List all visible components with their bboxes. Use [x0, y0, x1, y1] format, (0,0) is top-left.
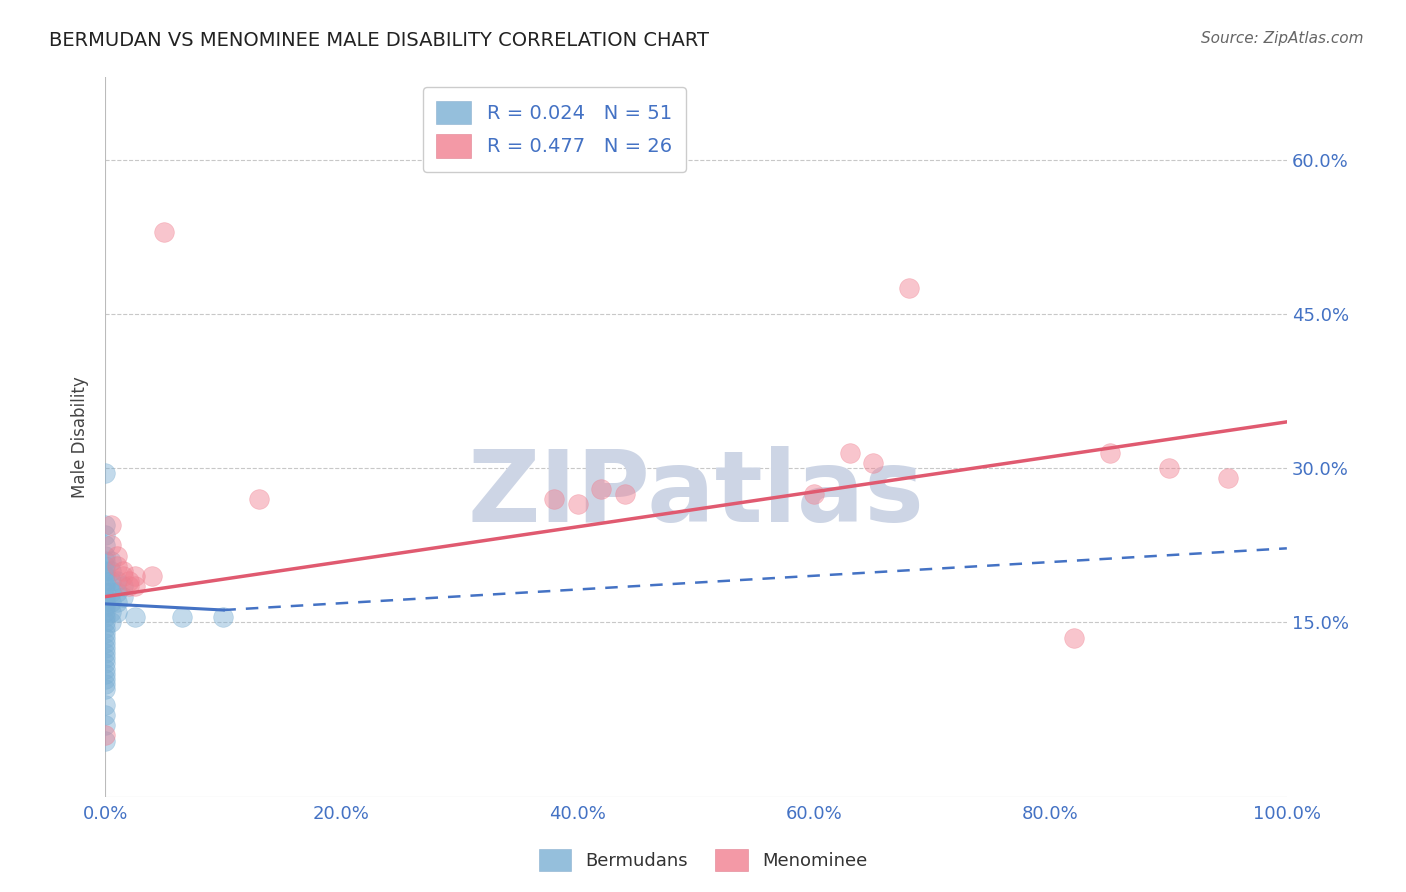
Point [94, 646, 117, 660]
Point [94, 528, 117, 542]
Point [94, 672, 117, 686]
Point [118, 579, 141, 593]
Point [94, 733, 117, 747]
Point [94, 625, 117, 640]
Point [100, 564, 122, 578]
Point [94, 569, 117, 583]
Point [94, 574, 117, 589]
Point [118, 574, 141, 589]
Point [862, 456, 884, 470]
Point [100, 574, 122, 589]
Point [212, 610, 235, 624]
Point [94, 584, 117, 599]
Point [100, 554, 122, 568]
Point [567, 497, 589, 511]
Text: ZIPatlas: ZIPatlas [468, 446, 925, 543]
Point [94, 599, 117, 614]
Point [100, 538, 122, 552]
Point [124, 569, 146, 583]
Point [100, 605, 122, 619]
Point [94, 641, 117, 656]
Text: BERMUDAN VS MENOMINEE MALE DISABILITY CORRELATION CHART: BERMUDAN VS MENOMINEE MALE DISABILITY CO… [49, 31, 709, 50]
Point [100, 517, 122, 532]
Point [100, 595, 122, 609]
Point [838, 446, 860, 460]
Point [94, 677, 117, 691]
Legend: R = 0.024   N = 51, R = 0.477   N = 26: R = 0.024 N = 51, R = 0.477 N = 26 [423, 87, 686, 171]
Legend: Bermudans, Menominee: Bermudans, Menominee [531, 842, 875, 879]
Point [94, 610, 117, 624]
Point [170, 610, 193, 624]
Point [94, 595, 117, 609]
Text: Source: ZipAtlas.com: Source: ZipAtlas.com [1201, 31, 1364, 46]
Point [94, 590, 117, 604]
Point [803, 487, 825, 501]
Point [105, 605, 128, 619]
Point [94, 657, 117, 671]
Point [94, 698, 117, 712]
Point [94, 666, 117, 681]
Point [94, 682, 117, 697]
Point [94, 651, 117, 665]
Point [100, 615, 122, 630]
Point [94, 662, 117, 676]
Point [105, 549, 128, 563]
Point [1098, 446, 1121, 460]
Point [1216, 471, 1239, 485]
Point [94, 579, 117, 593]
Point [105, 584, 128, 599]
Point [94, 615, 117, 630]
Point [124, 579, 146, 593]
Point [94, 707, 117, 722]
Point [247, 491, 270, 506]
Point [141, 569, 163, 583]
Point [105, 558, 128, 573]
Point [94, 467, 117, 481]
Point [105, 574, 128, 589]
Point [94, 620, 117, 634]
Point [111, 569, 134, 583]
Point [124, 610, 146, 624]
Y-axis label: Male Disability: Male Disability [72, 376, 89, 498]
Point [94, 549, 117, 563]
Point [94, 729, 117, 743]
Point [111, 579, 134, 593]
Point [614, 487, 637, 501]
Point [94, 517, 117, 532]
Point [94, 554, 117, 568]
Point [111, 590, 134, 604]
Point [100, 584, 122, 599]
Point [94, 538, 117, 552]
Point [897, 281, 920, 295]
Point [543, 491, 565, 506]
Point [591, 482, 613, 496]
Point [111, 564, 134, 578]
Point [94, 564, 117, 578]
Point [94, 558, 117, 573]
Point [153, 225, 176, 239]
Point [1063, 631, 1085, 645]
Point [94, 605, 117, 619]
Point [94, 636, 117, 650]
Point [105, 595, 128, 609]
Point [94, 631, 117, 645]
Point [1157, 461, 1180, 475]
Point [94, 718, 117, 732]
